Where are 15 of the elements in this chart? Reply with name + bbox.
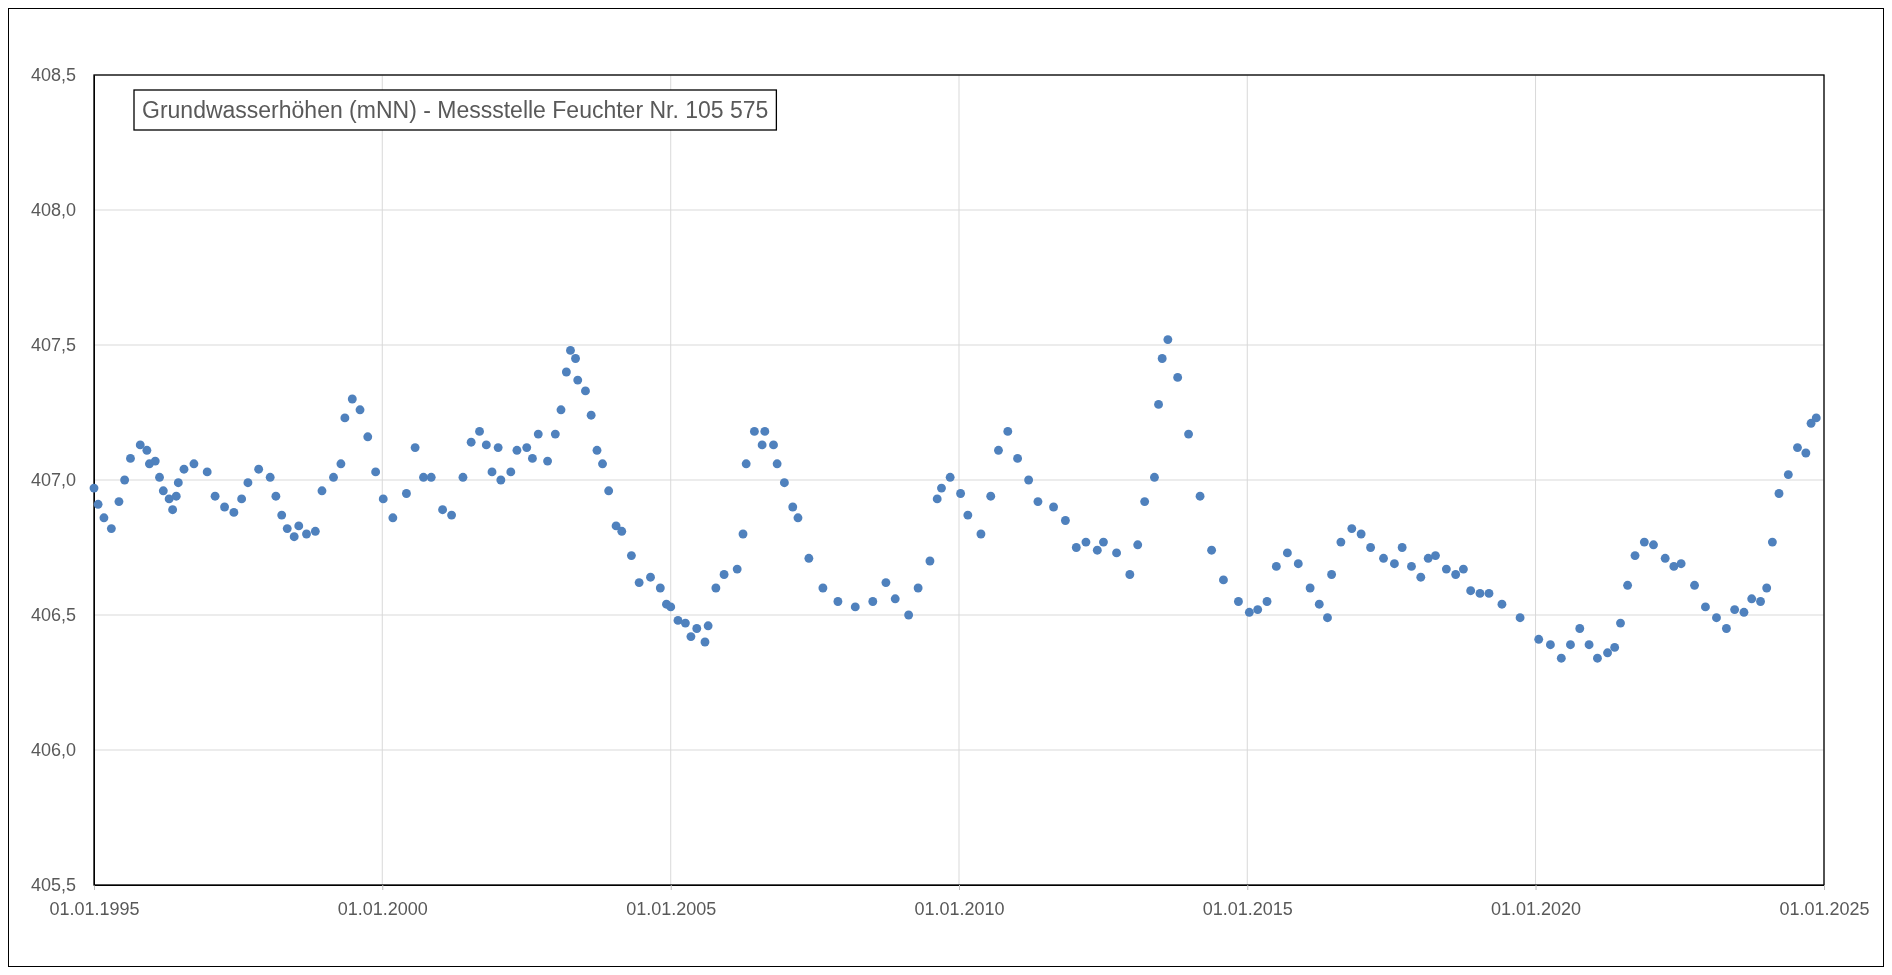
x-tick-label: 01.01.2015	[1202, 898, 1293, 919]
x-tick-label: 01.01.2020	[1491, 898, 1582, 919]
x-tick-label: 01.01.2005	[626, 898, 717, 919]
x-tick-label: 01.01.1995	[49, 898, 140, 919]
x-tick-label: 01.01.2025	[1779, 898, 1870, 919]
y-tick-label: 407,5	[30, 335, 76, 356]
x-tick-label: 01.01.2000	[337, 898, 428, 919]
y-tick-label: 406,5	[30, 605, 76, 626]
text: Grundwasserhöhen (mNN) - Messstelle Feuchter Nr. 105 575	[142, 97, 769, 123]
y-tick-label: 406,0	[30, 740, 76, 761]
y-tick-label: 407,0	[30, 470, 76, 491]
x-tick-label: 01.01.2010	[914, 898, 1005, 919]
y-tick-label: 408,0	[30, 200, 76, 221]
y-tick-label: 405,5	[30, 875, 76, 896]
y-tick-label: 408,5	[30, 65, 76, 86]
